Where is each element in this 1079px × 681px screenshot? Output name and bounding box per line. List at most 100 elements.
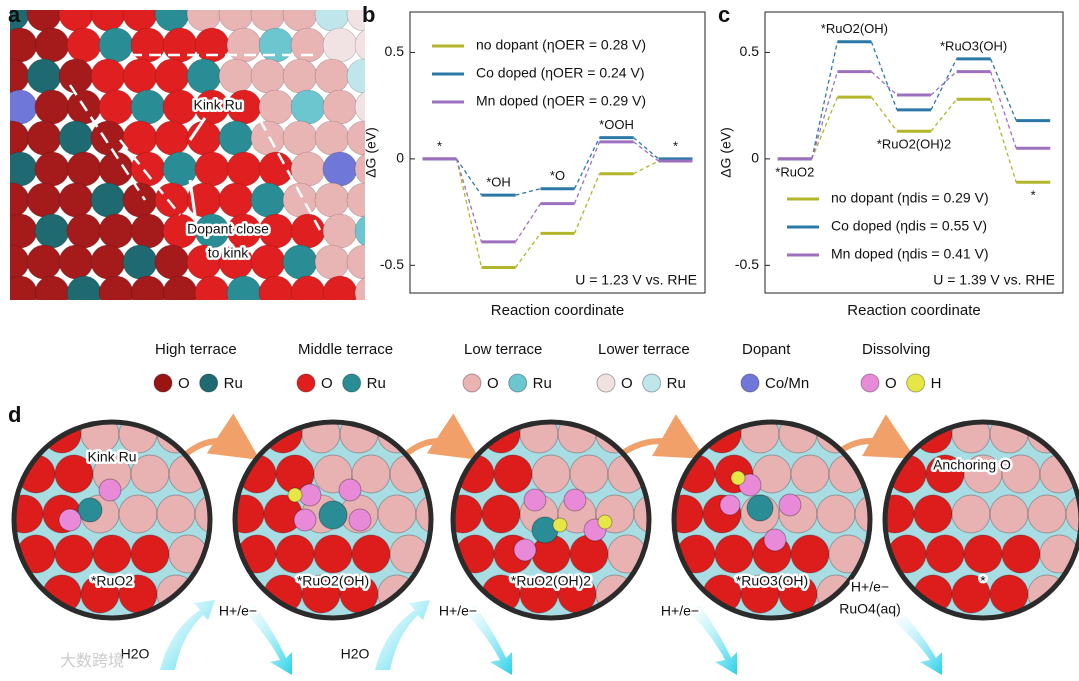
atom — [346, 58, 365, 94]
atom — [275, 534, 315, 574]
atom — [162, 27, 198, 63]
legend-item: O — [885, 375, 897, 392]
atom — [26, 10, 62, 32]
reagent-label: H2O — [341, 646, 370, 662]
atom — [293, 508, 317, 532]
y-tick-label: -0.5 — [380, 256, 404, 272]
panel-label: b — [362, 2, 375, 27]
state-label: *RuO2 — [775, 164, 814, 179]
atom — [130, 275, 166, 300]
atom — [1065, 494, 1079, 534]
legend-item: O — [321, 375, 333, 392]
panel-label: a — [8, 2, 21, 27]
atom — [346, 182, 365, 218]
cyan-arrow — [690, 605, 737, 675]
atom — [282, 120, 318, 156]
legend-item: O — [178, 375, 190, 392]
connector — [515, 188, 541, 196]
annotation: U = 1.23 V vs. RHE — [575, 272, 697, 288]
atom — [66, 275, 102, 300]
atom — [34, 27, 70, 63]
snapshot-border — [671, 419, 873, 621]
atom — [90, 182, 126, 218]
atom — [66, 213, 102, 249]
state-label: *OOH — [599, 117, 634, 132]
state-label: *O — [550, 168, 565, 183]
atom — [354, 215, 365, 247]
atom — [250, 58, 286, 94]
state-label: *RuO2(OH) — [297, 573, 369, 589]
dopant-label: Dopant close — [187, 221, 269, 237]
cyan-arrow — [375, 600, 430, 670]
legend-label: Co doped (ηdis = 0.55 V) — [831, 218, 987, 234]
legend-group-title: High terrace — [155, 341, 237, 358]
atom — [778, 493, 802, 517]
connector — [870, 96, 898, 132]
atom — [854, 494, 870, 534]
atom — [235, 494, 265, 534]
connector — [811, 96, 839, 160]
state-label: *RuO3(OH) — [736, 573, 808, 589]
atom — [597, 514, 613, 530]
panel-label: c — [718, 2, 730, 27]
orange-arrow — [183, 413, 260, 460]
reagent-label: H+/e− — [439, 603, 477, 619]
connector — [930, 98, 958, 132]
atom — [290, 89, 326, 125]
atomic-model — [10, 10, 365, 300]
atom — [218, 182, 254, 218]
cyan-arrow — [245, 605, 292, 675]
legend-atom — [342, 373, 362, 393]
atom — [250, 10, 286, 32]
connector — [514, 203, 542, 243]
atom — [10, 244, 30, 280]
legend-atom — [508, 373, 528, 393]
atom — [10, 27, 38, 63]
atom — [354, 29, 365, 61]
atom — [282, 182, 318, 218]
snapshot-border — [450, 419, 652, 621]
legend-label: no dopant (ηOER = 0.28 V) — [476, 37, 646, 53]
atom — [351, 534, 391, 574]
state-label: * — [673, 138, 678, 153]
legend-item: O — [487, 375, 499, 392]
kink-label: Kink Ru — [193, 97, 242, 113]
atom — [122, 244, 158, 280]
connector — [633, 160, 659, 175]
orange-arrow — [403, 413, 480, 460]
site-label: Kink Ru — [87, 449, 136, 465]
legend-atom — [596, 373, 616, 393]
connector — [811, 71, 839, 160]
legend-group-title: Dissolving — [862, 341, 930, 358]
atom — [290, 27, 326, 63]
legend-atom — [462, 373, 482, 393]
state-label: * — [437, 138, 442, 153]
atom — [714, 534, 754, 574]
connector — [989, 71, 1017, 149]
dopant-label: to kink — [208, 245, 249, 261]
atom — [10, 89, 38, 125]
atom — [290, 213, 326, 249]
atom — [314, 244, 350, 280]
y-axis-label: ΔG (eV) — [363, 127, 379, 178]
legend-atom — [906, 373, 926, 393]
atom — [58, 508, 82, 532]
atom — [250, 182, 286, 218]
atom — [790, 454, 830, 494]
atom — [258, 275, 294, 300]
atom — [322, 27, 358, 63]
atom — [377, 494, 417, 534]
atom — [66, 151, 102, 187]
atom — [951, 494, 991, 534]
atom — [313, 534, 353, 574]
snapshot-border — [11, 419, 213, 621]
snapshot-border — [232, 419, 434, 621]
atom — [130, 151, 166, 187]
snapshot-border — [882, 419, 1079, 621]
atom — [1065, 574, 1079, 614]
connector — [633, 141, 659, 162]
atom — [1065, 422, 1079, 454]
atom — [314, 58, 350, 94]
atom — [14, 494, 44, 534]
reagent-label: H+/e− — [851, 579, 889, 595]
